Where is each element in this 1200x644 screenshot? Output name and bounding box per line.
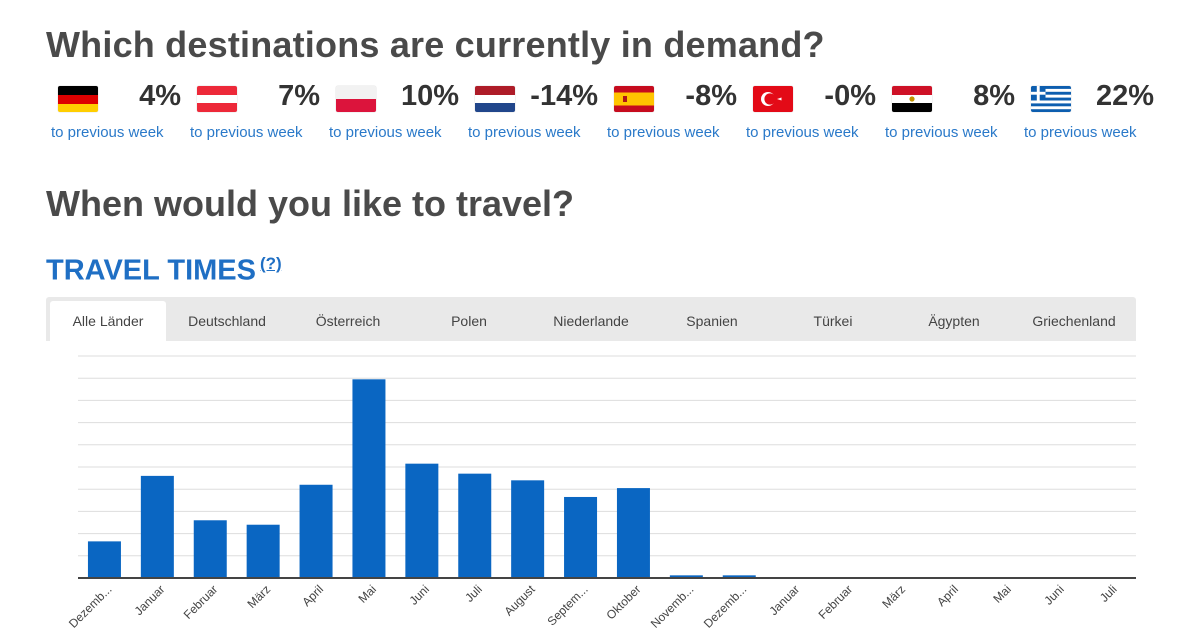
tab-polen[interactable]: Polen (451, 313, 487, 329)
country-percentage: -14% (530, 80, 598, 112)
bar[interactable] (352, 379, 386, 578)
country-percentage: 7% (278, 80, 320, 112)
poland-flag-icon (336, 86, 376, 112)
x-tick-label: Dezemb... (701, 582, 750, 631)
bar[interactable] (616, 488, 650, 578)
x-tick-label: März (245, 582, 274, 611)
tab-tuerkei[interactable]: Türkei (813, 313, 853, 329)
tab-griechenland[interactable]: Griechenland (1032, 313, 1116, 329)
country-netherlands[interactable]: -14% to previous week (463, 80, 602, 146)
travel-question: When would you like to travel? (46, 183, 575, 224)
bar[interactable] (669, 575, 703, 578)
x-tick-label: Novemb... (648, 582, 697, 631)
country-tabs: Alle Länder Deutschland Österreich Polen… (46, 297, 1136, 341)
bar[interactable] (246, 524, 280, 578)
tab-niederlande[interactable]: Niederlande (553, 313, 629, 329)
bar[interactable] (458, 473, 492, 578)
travel-times-title: TRAVEL TIMES (?) (46, 254, 282, 288)
country-egypt[interactable]: 8% to previous week (880, 80, 1019, 146)
country-germany[interactable]: 4% to previous week (46, 80, 185, 146)
tab-spanien[interactable]: Spanien (686, 313, 738, 329)
help-link[interactable]: (?) (260, 254, 282, 273)
previous-week-link[interactable]: to previous week (468, 124, 581, 141)
previous-week-link[interactable]: to previous week (1024, 124, 1137, 141)
x-tick-label: Mai (355, 582, 379, 606)
egypt-flag-icon (892, 86, 932, 112)
x-tick-label: Januar (132, 582, 168, 618)
x-tick-label: Dezemb... (66, 582, 115, 631)
country-percentage: -8% (685, 80, 737, 112)
x-tick-label: März (879, 582, 908, 611)
country-percentage: 8% (973, 80, 1015, 112)
x-tick-label: Februar (816, 582, 856, 622)
bar[interactable] (722, 575, 756, 578)
country-turkey[interactable]: -0% to previous week (741, 80, 880, 146)
germany-flag-icon (58, 86, 98, 112)
x-tick-label: Juli (462, 582, 485, 605)
bar[interactable] (299, 484, 333, 578)
country-greece[interactable]: 22% to previous week (1019, 80, 1158, 146)
x-tick-label: Septem... (544, 582, 590, 628)
tab-aegypten[interactable]: Ägypten (928, 313, 980, 329)
turkey-flag-icon (753, 86, 793, 112)
bar[interactable] (564, 496, 598, 578)
bar[interactable] (193, 520, 227, 578)
previous-week-link[interactable]: to previous week (51, 124, 164, 141)
x-tick-label: Juni (407, 582, 432, 607)
x-tick-label: April (299, 582, 326, 609)
country-percentage: 22% (1095, 80, 1154, 112)
tab-alle-laender[interactable]: Alle Länder (50, 301, 166, 341)
country-percentage: -0% (824, 80, 876, 112)
spain-flag-icon (614, 86, 654, 112)
x-tick-label: August (501, 582, 538, 619)
previous-week-link[interactable]: to previous week (607, 124, 720, 141)
country-austria[interactable]: 7% to previous week (185, 80, 324, 146)
x-tick-label: Juli (1097, 582, 1120, 605)
x-tick-label: Januar (766, 582, 802, 618)
x-tick-label: Mai (990, 582, 1014, 606)
austria-flag-icon (197, 86, 237, 112)
x-tick-label: Februar (181, 582, 221, 622)
tab-oesterreich[interactable]: Österreich (315, 313, 381, 329)
previous-week-link[interactable]: to previous week (746, 124, 859, 141)
bar[interactable] (405, 463, 439, 578)
previous-week-link[interactable]: to previous week (885, 124, 998, 141)
previous-week-link[interactable]: to previous week (329, 124, 442, 141)
greece-flag-icon (1031, 86, 1071, 112)
demand-title: Which destinations are currently in dema… (46, 24, 825, 65)
previous-week-link[interactable]: to previous week (190, 124, 303, 141)
x-tick-label: Juni (1041, 582, 1066, 607)
bar[interactable] (140, 475, 174, 578)
netherlands-flag-icon (475, 86, 515, 112)
destination-demand-row: 4% to previous week 7% to previous week … (46, 80, 1156, 150)
country-poland[interactable]: 10% to previous week (324, 80, 463, 146)
travel-times-label: TRAVEL TIMES (46, 254, 256, 287)
country-spain[interactable]: -8% to previous week (602, 80, 741, 146)
x-tick-label: Oktober (603, 582, 643, 622)
country-percentage: 4% (139, 80, 181, 112)
x-tick-label: April (934, 582, 961, 609)
tab-deutschland[interactable]: Deutschland (188, 313, 266, 329)
bar[interactable] (511, 480, 545, 578)
country-percentage: 10% (400, 80, 459, 112)
bar[interactable] (87, 541, 121, 578)
